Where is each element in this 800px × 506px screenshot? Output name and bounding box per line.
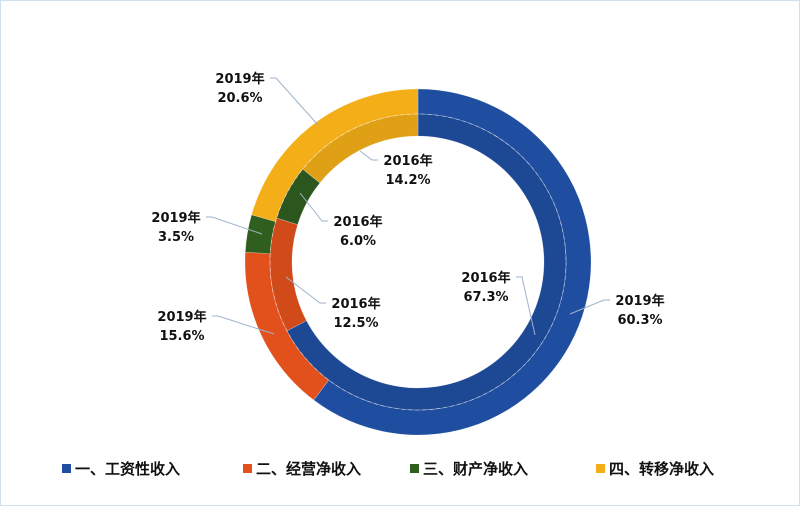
data-label-value: 6.0% — [340, 234, 376, 249]
leader-line — [569, 299, 610, 315]
leader-line — [516, 276, 536, 336]
data-label-year: 2016年 — [331, 296, 380, 312]
leader-line — [285, 276, 326, 304]
data-label-year: 2019年 — [215, 71, 264, 87]
data-label-value: 67.3% — [463, 290, 508, 305]
legend-item: 一、工资性收入 — [62, 458, 180, 479]
legend-swatch — [410, 464, 419, 473]
data-label-year: 2019年 — [157, 309, 206, 325]
slice-2016年-二、经营净收入 — [269, 217, 307, 332]
legend-swatch — [62, 464, 71, 473]
data-label-value: 60.3% — [617, 313, 662, 328]
data-label-year: 2019年 — [615, 293, 664, 309]
data-label-value: 3.5% — [158, 230, 194, 245]
legend-label: 二、经营净收入 — [256, 460, 362, 478]
legend-item: 二、经营净收入 — [243, 458, 361, 479]
data-label-value: 20.6% — [217, 91, 262, 106]
data-label-year: 2019年 — [151, 210, 200, 226]
leader-line — [299, 192, 328, 222]
legend-label: 三、财产净收入 — [423, 460, 529, 478]
leader-line — [206, 216, 263, 235]
leader-line — [359, 150, 378, 161]
ring-separator — [269, 113, 567, 411]
data-label-year: 2016年 — [461, 270, 510, 286]
legend-item: 三、财产净收入 — [410, 458, 528, 479]
legend-swatch — [596, 464, 605, 473]
legend-label: 四、转移净收入 — [609, 460, 715, 478]
slice-2016年-四、转移净收入 — [302, 113, 419, 184]
leader-line — [270, 77, 319, 126]
data-label-value: 14.2% — [385, 173, 430, 188]
slice-2016年-一、工资性收入 — [286, 113, 567, 411]
legend-item: 四、转移净收入 — [596, 458, 714, 479]
data-label-year: 2016年 — [383, 153, 432, 169]
legend-label: 一、工资性收入 — [75, 460, 181, 478]
data-label-value: 15.6% — [159, 329, 204, 344]
data-label-year: 2016年 — [333, 214, 382, 230]
data-label-value: 12.5% — [333, 316, 378, 331]
leader-line — [212, 315, 275, 335]
legend-swatch — [243, 464, 252, 473]
slice-2016年-三、财产净收入 — [276, 168, 321, 225]
